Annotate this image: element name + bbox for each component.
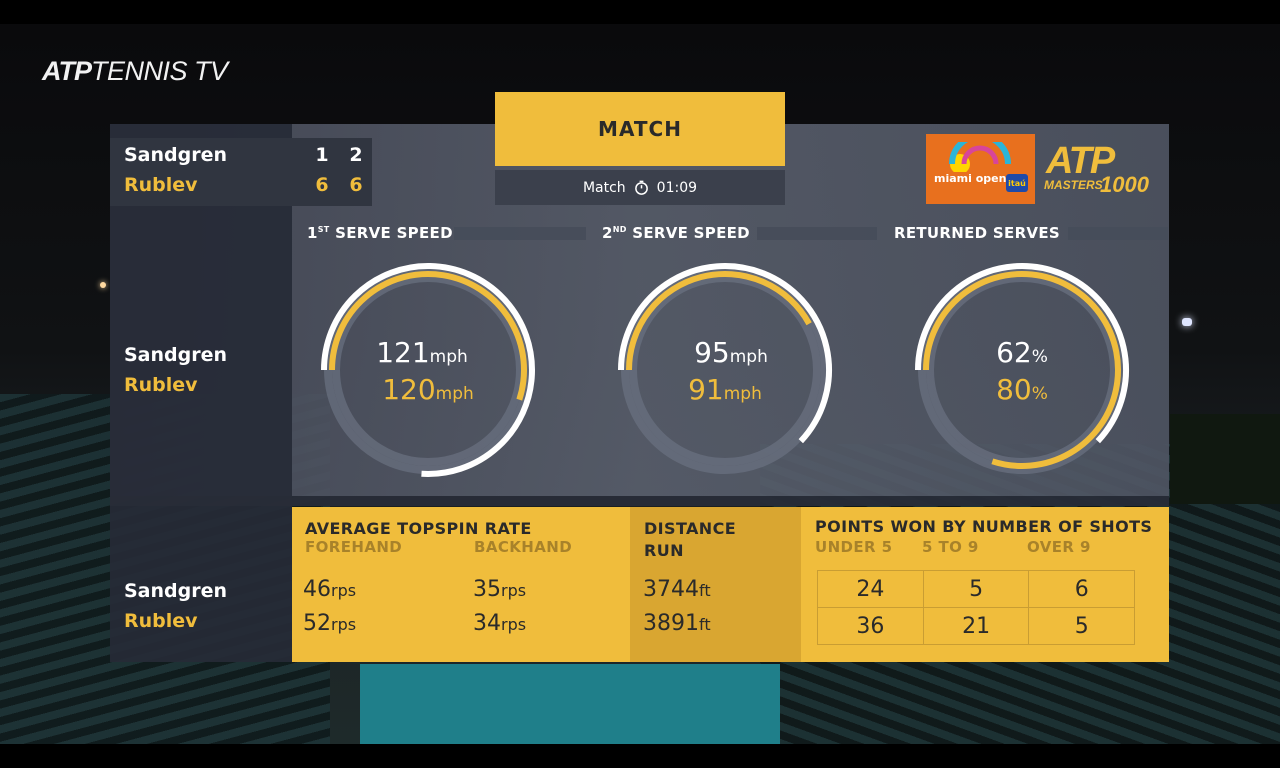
gauge-track-inner	[332, 274, 524, 466]
letterbox-top	[0, 0, 1280, 24]
gauge-track-outer	[918, 266, 1126, 474]
shots-title: POINTS WON BY NUMBER OF SHOTS	[815, 517, 1153, 536]
gauge-value-rublev: 80%	[996, 373, 1048, 406]
backhand-sandgren: 35rps	[473, 577, 527, 602]
player-name: Rublev	[124, 374, 198, 396]
bottom-row-player-names: Sandgren Rublev	[124, 580, 227, 640]
table-cell: 6	[1028, 570, 1135, 608]
distance-title-line2: RUN	[644, 541, 684, 560]
backhand-label: BACKHAND	[474, 538, 573, 556]
table-cell: 21	[922, 607, 1030, 645]
court-surface	[360, 664, 780, 744]
distance-rublev: 3891ft	[643, 611, 711, 636]
gauge-track-inner	[629, 274, 821, 466]
header-rule	[454, 227, 586, 240]
atp-tennis-tv-logo: ATPTENNIS TV	[42, 56, 228, 86]
returned-serves-gauge	[915, 263, 1129, 474]
backhand-rublev: 34rps	[473, 611, 527, 636]
distance-sandgren: 3744ft	[643, 577, 711, 602]
gauge-value-rublev: 120mph	[382, 373, 474, 406]
gauge-arc-rublev	[923, 271, 1121, 469]
panel-divider	[110, 496, 1169, 506]
header-rule	[757, 227, 877, 240]
table-row: 24 5 6	[817, 570, 1135, 608]
topspin-block	[292, 507, 630, 662]
set-score: 1	[315, 144, 329, 166]
shots-table: 24 5 6 36 21 5	[817, 570, 1135, 645]
table-row: 36 21 5	[817, 607, 1135, 645]
distance-title: DISTANCE	[644, 519, 737, 538]
timer-label: Match	[582, 179, 626, 196]
player-name: Sandgren	[124, 580, 228, 602]
stadium-light-right	[1182, 318, 1192, 326]
gauge-value-sandgren: 62%	[996, 336, 1048, 369]
player-name: Rublev	[124, 610, 198, 632]
shots-column-header: OVER 9	[1027, 538, 1091, 556]
letterbox-bottom	[0, 744, 1280, 768]
scoreboard: Sandgren 1 2 Rublev 6 6	[110, 138, 372, 206]
player-name: Sandgren	[124, 144, 228, 166]
distance-block	[630, 507, 801, 662]
table-cell: 24	[817, 570, 924, 608]
table-cell: 5	[1028, 607, 1135, 645]
gauge-value-sandgren: 121mph	[376, 336, 468, 369]
topspin-title: AVERAGE TOPSPIN RATE	[305, 519, 532, 538]
player-name-column	[110, 124, 292, 662]
shots-column-header: 5 TO 9	[922, 538, 979, 556]
gauge-value-rublev: 91mph	[688, 373, 762, 406]
player-name: Sandgren	[124, 344, 228, 366]
page-title: MATCH	[495, 92, 785, 166]
match-timer: Match 01:09	[495, 170, 785, 205]
stadium-light-left	[100, 282, 106, 288]
gauge-arc-sandgren	[915, 263, 1129, 444]
gauge-arc-rublev	[329, 271, 527, 401]
gauge-arc-sandgren	[321, 263, 535, 477]
header-returned-serves: RETURNED SERVES	[894, 224, 1060, 242]
header-rule	[1068, 227, 1168, 240]
gauge-row-player-names: Sandgren Rublev	[124, 344, 227, 404]
second-serve-speed-gauge	[618, 263, 832, 474]
header-second-serve-speed: 2ND SERVE SPEED	[602, 224, 750, 242]
gauge-arc-sandgren	[618, 263, 832, 444]
gauge-value-sandgren: 95mph	[694, 336, 768, 369]
set-score: 6	[349, 174, 363, 196]
gauge-track-inner	[926, 274, 1118, 466]
player-name: Rublev	[124, 174, 198, 196]
shots-column-header: UNDER 5	[815, 538, 893, 556]
miami-open-logo: miami open itaú	[926, 134, 1035, 204]
forehand-rublev: 52rps	[303, 611, 357, 636]
set-score: 2	[349, 144, 363, 166]
set-score: 6	[315, 174, 329, 196]
first-serve-speed-gauge	[321, 263, 535, 477]
atp-masters-1000-logo: ATP MASTERS 1000	[1044, 140, 1149, 197]
gauge-arc-rublev	[626, 271, 812, 371]
header-first-serve-speed: 1ST SERVE SPEED	[307, 224, 453, 242]
timer-value: 01:09	[656, 179, 698, 196]
miami-open-emblem	[949, 142, 1011, 172]
gauge-track-outer	[621, 266, 829, 474]
trees	[1170, 414, 1280, 504]
forehand-label: FOREHAND	[305, 538, 403, 556]
table-cell: 5	[922, 570, 1030, 608]
forehand-sandgren: 46rps	[303, 577, 357, 602]
table-cell: 36	[817, 607, 924, 645]
gauge-track-outer	[324, 266, 532, 474]
stopwatch-icon	[634, 180, 648, 195]
